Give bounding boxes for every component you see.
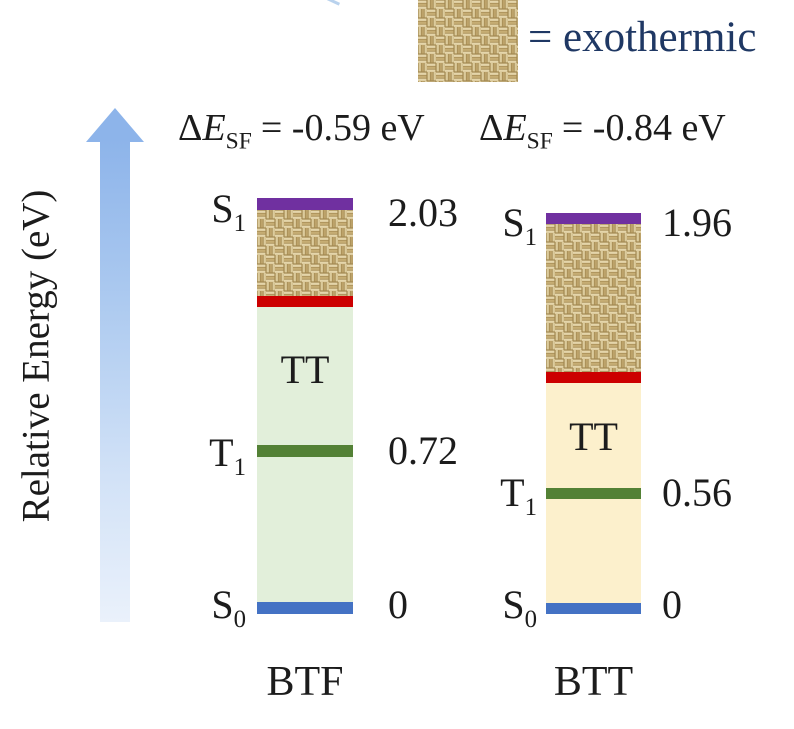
- s0-energy-value-btf: 0: [388, 582, 408, 627]
- sf-subscript: SF: [225, 128, 252, 155]
- energy-axis-arrow: [100, 140, 130, 622]
- delta-esf-label-btt: ΔESF = -0.84 eV: [479, 106, 726, 153]
- state-letter: S: [211, 186, 234, 231]
- molecule-name-btf: BTF: [266, 659, 344, 705]
- energy-axis-arrowhead-icon: [86, 108, 144, 142]
- s1-energy-value-btt: 1.96: [662, 200, 732, 245]
- exothermic-band-btt: [546, 224, 641, 372]
- s1-level-bar-btf: [257, 198, 353, 210]
- tt-top-level-bar-btf: [257, 296, 353, 307]
- s0-state-label-btf: S0: [162, 582, 246, 632]
- s1-state-label-btf: S1: [162, 186, 246, 236]
- s1-energy-value-btf: 2.03: [388, 190, 458, 235]
- burlap-pattern-icon: [546, 224, 641, 372]
- state-subscript: 1: [524, 494, 537, 521]
- delta-esf-label-btf: ΔESF = -0.59 eV: [178, 106, 425, 153]
- sf-subscript: SF: [526, 128, 553, 155]
- t1-level-bar-btf: [257, 445, 353, 457]
- s0-energy-value-btt: 0: [662, 582, 682, 627]
- t1-energy-value-btf: 0.72: [388, 428, 458, 473]
- burlap-pattern-icon: [418, 0, 518, 82]
- stray-mark: [326, 0, 341, 6]
- state-subscript: 1: [233, 210, 246, 237]
- burlap-pattern-icon: [257, 210, 353, 297]
- tt-state-label-btt: TT: [569, 414, 618, 459]
- s0-state-label-btt: S0: [453, 582, 537, 632]
- molecule-name-btt: BTT: [553, 659, 634, 705]
- state-letter: S: [502, 200, 525, 245]
- state-letter: S: [502, 582, 525, 627]
- tt-state-label-btf: TT: [280, 347, 330, 392]
- delta-symbol: Δ: [479, 107, 504, 149]
- t1-state-label-btf: T1: [162, 430, 246, 480]
- state-subscript: 1: [233, 454, 246, 481]
- exothermic-band-btf: [257, 210, 353, 297]
- delta-value: = -0.84 eV: [561, 107, 726, 149]
- t1-energy-value-btt: 0.56: [662, 470, 732, 515]
- delta-value: = -0.59 eV: [260, 107, 425, 149]
- t1-level-bar-btt: [546, 488, 641, 499]
- legend-exothermic-label: = exothermic: [528, 14, 757, 61]
- t1-state-label-btt: T1: [453, 470, 537, 520]
- energy-variable: E: [503, 107, 527, 149]
- s1-state-label-btt: S1: [453, 200, 537, 250]
- s0-level-bar-btf: [257, 602, 353, 614]
- tt-top-level-bar-btt: [546, 372, 641, 383]
- state-subscript: 0: [524, 606, 537, 633]
- state-letter: T: [500, 470, 525, 515]
- s0-level-bar-btt: [546, 603, 641, 614]
- state-letter: S: [211, 582, 234, 627]
- exothermic-texture-swatch: [418, 0, 518, 82]
- y-axis-label: Relative Energy (eV): [14, 189, 58, 523]
- s1-level-bar-btt: [546, 213, 641, 224]
- delta-symbol: Δ: [178, 107, 203, 149]
- state-subscript: 0: [233, 606, 246, 633]
- state-letter: T: [209, 430, 234, 475]
- state-subscript: 1: [524, 224, 537, 251]
- energy-variable: E: [202, 107, 226, 149]
